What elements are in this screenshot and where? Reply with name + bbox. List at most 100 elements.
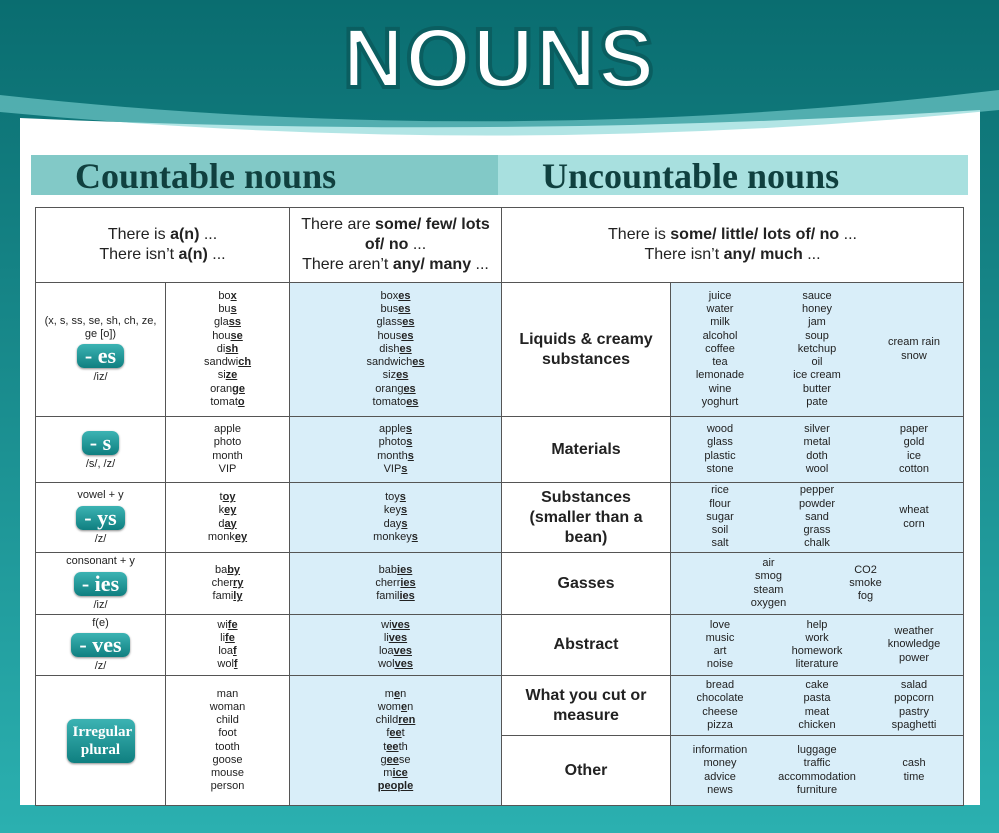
bold-part: ch: [238, 356, 252, 369]
text-part: n: [400, 687, 407, 700]
word-column: rice flour sugar soil salt: [672, 484, 769, 550]
word: mice: [383, 767, 407, 780]
word: apples: [379, 423, 412, 436]
word: wine: [708, 382, 732, 395]
bold-part: e: [400, 700, 408, 713]
singular-cell: apple photo month VIP: [165, 416, 290, 483]
word: wife: [217, 619, 237, 632]
word: lemonade: [695, 369, 745, 382]
word: meat: [804, 705, 830, 718]
word: soil: [711, 524, 729, 537]
text-part: day: [383, 517, 402, 530]
sound: /z/: [94, 532, 107, 545]
words-cell: information money advice news luggage traffic…: [670, 735, 964, 806]
category-cell: What you cut or measure: [501, 675, 671, 736]
bold-part: by: [227, 563, 241, 576]
word: alcohol: [702, 329, 738, 342]
word: silver: [804, 423, 830, 436]
word: homework: [791, 645, 843, 657]
text-part: loa: [378, 645, 394, 657]
words-cell: juice water milk alcohol coffee tea lemonade wi…: [670, 282, 964, 417]
rule-cell: f(e) - ves/z/: [35, 614, 166, 676]
bold-part: fe: [225, 631, 235, 644]
word: tea: [712, 356, 728, 369]
word: cherry: [212, 577, 244, 590]
word-column: luggage traffic accommodation furniture: [769, 744, 866, 797]
text-part: person: [210, 780, 245, 793]
text-part: d: [218, 517, 225, 530]
word: women: [378, 701, 413, 714]
text-part: th: [398, 740, 408, 753]
text-part: se: [398, 753, 411, 766]
word: people: [378, 780, 413, 793]
word: day: [218, 518, 236, 531]
header-cell: There are some/ few/ lots of/ no ... Ther…: [289, 207, 502, 283]
word: sauce: [802, 290, 832, 303]
word: knowledge: [887, 638, 941, 651]
header-line: There aren’t any/ many ...: [302, 255, 489, 275]
word: love: [709, 618, 731, 631]
word: money: [703, 757, 737, 770]
bold-part: o: [237, 395, 245, 408]
bold-part: f: [233, 645, 237, 657]
text-part: m: [384, 687, 394, 700]
word: oxygen: [750, 596, 787, 609]
singular-cell: man woman child foot tooth goose mouse person: [165, 675, 290, 806]
word: air: [762, 557, 775, 570]
bold-part: ves: [394, 658, 413, 671]
text-part: gla: [214, 316, 229, 329]
text-part: tooth: [215, 740, 240, 753]
word: cheese: [702, 705, 738, 718]
word-column: sauce honey jam soup ketchup oil ice cream butt…: [769, 290, 866, 409]
rule-note: (x, s, ss, se, sh, ch, ze, ge [o]): [44, 314, 157, 340]
word: flour: [709, 497, 731, 510]
text-part: hous: [377, 329, 402, 342]
bold-part: any/ much: [723, 246, 803, 263]
word: grass: [803, 524, 831, 537]
word: goose: [213, 754, 243, 767]
word: news: [707, 783, 733, 796]
bold-part: ee: [386, 753, 399, 766]
bold-part: es: [398, 290, 411, 303]
word: rice: [711, 484, 729, 497]
word: children: [376, 714, 416, 727]
bold-part: ey: [224, 504, 237, 517]
word: literature: [795, 658, 839, 671]
word: accommodation: [778, 770, 856, 783]
text-part: apple: [378, 423, 406, 436]
word: keys: [384, 504, 407, 517]
text-part: wom: [377, 700, 401, 713]
word: buses: [381, 303, 411, 316]
text-part: f: [386, 727, 390, 740]
text-part: si: [217, 369, 226, 382]
word: work: [805, 631, 829, 644]
word: smoke: [849, 576, 882, 589]
text-part: orang: [375, 382, 404, 395]
text-part: g: [380, 753, 387, 766]
text-part: photo: [378, 436, 407, 449]
bold-part: ay: [224, 517, 237, 530]
bold-part: es: [403, 382, 416, 395]
text-part: ...: [207, 246, 226, 263]
word: advice: [704, 770, 736, 783]
text-part: t: [383, 740, 387, 753]
word: chicken: [798, 718, 836, 731]
category: Liquids & creamy substances: [519, 330, 653, 368]
word: houses: [377, 330, 413, 343]
category-cell: Liquids & creamy substances: [501, 282, 671, 417]
category: Abstract: [553, 636, 619, 653]
word: wives: [381, 619, 410, 632]
text-part: cher: [211, 576, 233, 589]
category-cell: Abstract: [501, 614, 671, 676]
word: loaf: [218, 645, 236, 658]
text-part: bus: [380, 303, 399, 316]
word: bread: [705, 679, 735, 692]
bold-part: ss: [228, 316, 241, 329]
text-part: di: [216, 342, 226, 355]
text-part: monk: [207, 530, 235, 543]
word: tooth: [215, 741, 239, 754]
text-part: k: [218, 504, 225, 517]
word-column: juice water milk alcohol coffee tea lemonade wi…: [672, 290, 769, 409]
word: photo: [214, 436, 242, 449]
text-part: siz: [382, 369, 397, 382]
